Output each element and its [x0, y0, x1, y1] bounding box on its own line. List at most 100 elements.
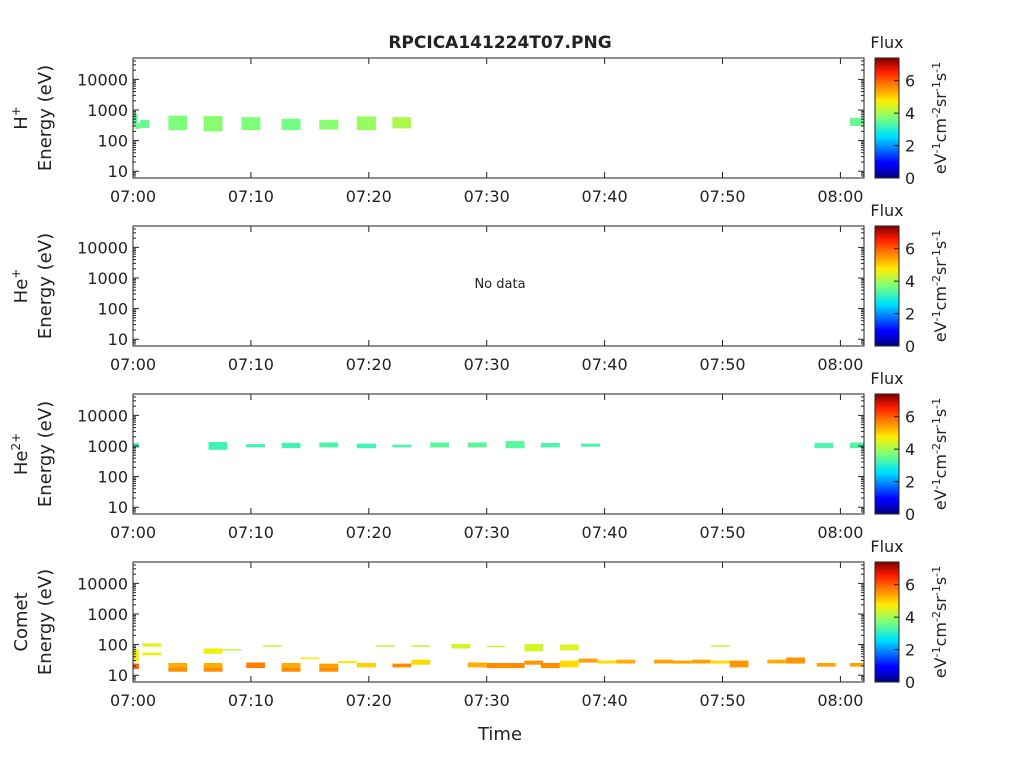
y-tick-label: 1000 — [87, 437, 128, 456]
x-tick-label: 07:50 — [699, 187, 745, 206]
heatmap-cell — [691, 659, 711, 664]
colorbar-tick-label: 2 — [905, 641, 915, 660]
panel-comet: 10 100 1000 10000 07:00 07:10 07:20 07:30 07:40 0… — [11, 537, 950, 710]
heatmap-cell — [411, 645, 431, 647]
x-tick-label: 07:30 — [464, 691, 510, 710]
x-tick-label: 07:00 — [110, 355, 156, 374]
heatmap-cell — [392, 444, 412, 448]
heatmap-cell — [203, 663, 223, 668]
colorbar-unit-label: eV-1cm-2sr-1s-1 — [930, 398, 950, 510]
heatmap-cell — [140, 120, 150, 128]
heatmap-cell — [524, 660, 544, 665]
species-label: He+ — [9, 269, 32, 304]
energy-axis-label: Energy (eV) — [35, 65, 56, 171]
x-tick-label: 07:30 — [464, 523, 510, 542]
heatmap-cell — [262, 645, 282, 647]
heatmap-cell — [616, 659, 636, 664]
heatmap-cell — [467, 442, 487, 448]
panel-h-plus: 10 100 1000 10000 07:00 07:10 07:20 07:30 07:40 0… — [9, 33, 950, 206]
y-tick-label: 10 — [108, 162, 128, 181]
heatmap-cell — [135, 122, 141, 129]
x-tick-label: 07:20 — [346, 187, 392, 206]
heatmap-cell — [411, 659, 431, 665]
x-tick-label: 07:20 — [346, 691, 392, 710]
colorbar-title: Flux — [870, 369, 903, 388]
heatmap-cell — [142, 652, 162, 656]
heatmap-cell — [300, 657, 320, 659]
plot-frame — [132, 393, 865, 515]
colorbar-tick-label: 0 — [905, 505, 915, 524]
x-tick-label: 08:00 — [817, 523, 863, 542]
heatmap-cell — [203, 667, 223, 672]
y-tick-label: 100 — [97, 636, 128, 655]
figure-title: RPCICA141224T07.PNG — [388, 33, 611, 53]
x-tick-label: 07:20 — [346, 523, 392, 542]
panel-he2plus: 10 100 1000 10000 07:00 07:10 07:20 07:30 07:40 0… — [9, 369, 950, 542]
heatmap-cell — [816, 663, 836, 667]
heatmap-cell — [559, 660, 579, 668]
heatmap-cell — [168, 663, 188, 668]
x-tick-label: 07:00 — [110, 691, 156, 710]
colorbar-tick-label: 0 — [905, 337, 915, 356]
y-tick-label: 100 — [97, 132, 128, 151]
heatmap-cell — [319, 663, 339, 668]
x-tick-label: 07:10 — [228, 355, 274, 374]
x-tick-label: 08:00 — [817, 691, 863, 710]
heatmap-cell — [319, 442, 339, 448]
no-data-label: No data — [474, 277, 525, 292]
heatmap-cell — [357, 116, 376, 131]
heatmap-cell — [559, 644, 579, 651]
x-tick-label: 07:30 — [464, 187, 510, 206]
heatmap-cell — [281, 667, 301, 672]
heatmap-cell — [430, 442, 449, 448]
heatmap-cell — [540, 443, 560, 448]
x-tick-label: 07:20 — [346, 355, 392, 374]
heatmap-cell — [319, 119, 339, 130]
colorbar-tick-label: 4 — [905, 272, 915, 291]
energy-axis-label: Energy (eV) — [35, 569, 56, 675]
heatmap-cell — [814, 443, 834, 449]
colorbar-tick-label: 6 — [905, 72, 915, 91]
heatmap-cell — [654, 659, 673, 664]
heatmap-cell — [710, 645, 730, 647]
heatmap-cell — [786, 657, 806, 664]
colorbar-tick-label: 4 — [905, 440, 915, 459]
x-tick-label: 07:40 — [582, 691, 628, 710]
heatmap-cell — [710, 660, 730, 664]
y-tick-label: 100 — [97, 468, 128, 487]
heatmap-cell — [357, 443, 376, 449]
heatmap-cell — [241, 117, 261, 131]
colorbar-title: Flux — [870, 33, 903, 52]
colorbar-title: Flux — [870, 201, 903, 220]
colorbar-tick-label: 0 — [905, 169, 915, 188]
x-tick-label: 07:00 — [110, 523, 156, 542]
plot-frame — [132, 225, 865, 347]
colorbar-tick-label: 6 — [905, 408, 915, 427]
x-tick-label: 07:10 — [228, 523, 274, 542]
x-tick-label: 08:00 — [817, 355, 863, 374]
panel-he-plus: 10 100 1000 10000 07:00 07:10 07:20 07:30 07:40 0… — [9, 201, 950, 374]
x-tick-label: 07:50 — [699, 523, 745, 542]
colorbar-title: Flux — [870, 537, 903, 556]
heatmap-cell — [578, 658, 598, 663]
y-tick-label: 10000 — [77, 70, 128, 89]
heatmap-cell — [505, 441, 525, 449]
heatmap-cell — [849, 663, 864, 667]
heatmap-cell — [581, 443, 600, 447]
heatmap-cell — [246, 444, 266, 448]
colorbar-tick-label: 6 — [905, 576, 915, 595]
x-tick-label: 08:00 — [817, 187, 863, 206]
heatmap-cell — [392, 663, 412, 668]
heatmap-cell — [142, 643, 162, 647]
x-tick-label: 07:50 — [699, 355, 745, 374]
heatmap-cell — [203, 648, 223, 654]
heatmap-cell — [203, 116, 223, 132]
heatmap-cell — [357, 663, 376, 668]
heatmap-cell — [208, 442, 228, 450]
colorbar-unit-label: eV-1cm-2sr-1s-1 — [930, 566, 950, 678]
heatmap-cell — [281, 118, 301, 131]
y-tick-label: 1000 — [87, 101, 128, 120]
colorbar-tick-label: 4 — [905, 104, 915, 123]
x-tick-label: 07:10 — [228, 187, 274, 206]
heatmap-cell — [467, 662, 487, 668]
